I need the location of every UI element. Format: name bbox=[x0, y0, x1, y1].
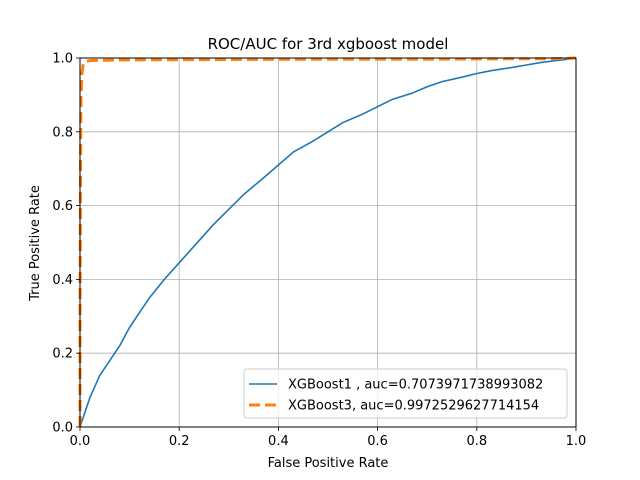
legend-label-1: XGBoost1 , auc=0.7073971738993082 bbox=[288, 378, 543, 393]
series-lines bbox=[78, 56, 577, 428]
x-axis-ticks: 0.0 0.2 0.4 0.6 0.8 1.0 bbox=[70, 427, 587, 449]
chart-title: ROC/AUC for 3rd xgboost model bbox=[208, 35, 449, 53]
legend-label-2: XGBoost3, auc=0.9972529627714154 bbox=[288, 399, 539, 414]
x-tick-label: 0.6 bbox=[367, 434, 388, 449]
y-tick-label: 1.0 bbox=[52, 52, 73, 67]
legend-box bbox=[243, 368, 568, 419]
y-tick-label: 0.4 bbox=[52, 273, 73, 288]
series-line-2 bbox=[78, 56, 577, 427]
legend: XGBoost1 , auc=0.7073971738993082 XGBoost… bbox=[243, 368, 568, 419]
y-axis-label: True Positive Rate bbox=[28, 185, 43, 302]
plot-frame bbox=[79, 57, 577, 428]
x-tick-label: 0.8 bbox=[466, 434, 487, 449]
x-tick-label: 0.2 bbox=[169, 434, 190, 449]
x-tick-label: 0.4 bbox=[268, 434, 289, 449]
x-axis-label: False Positive Rate bbox=[268, 456, 389, 471]
series-line-1 bbox=[79, 57, 577, 428]
y-tick-label: 0.6 bbox=[52, 199, 73, 214]
y-axis-ticks: 0.0 0.2 0.4 0.6 0.8 1.0 bbox=[52, 52, 80, 436]
y-tick-label: 0.2 bbox=[52, 347, 73, 362]
y-tick-label: 0.8 bbox=[52, 125, 73, 140]
x-tick-label: 1.0 bbox=[566, 434, 587, 449]
x-tick-label: 0.0 bbox=[70, 434, 91, 449]
y-tick-label: 0.0 bbox=[52, 421, 73, 436]
